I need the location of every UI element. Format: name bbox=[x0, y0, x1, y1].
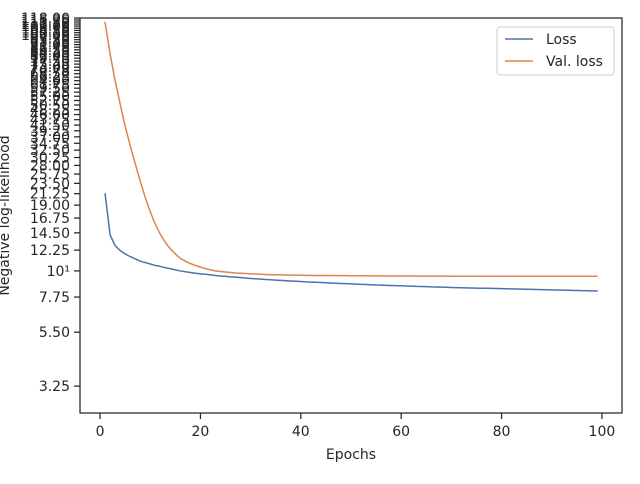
y-tick-label: 106.75 bbox=[21, 21, 70, 37]
y-tick-label: 41.50 bbox=[30, 118, 70, 134]
y-tick-label: 61.75 bbox=[30, 77, 70, 93]
y-tick-label: 12.25 bbox=[30, 243, 70, 259]
y-tick-label: 7.75 bbox=[39, 290, 70, 306]
y-tick-label: 111.25 bbox=[21, 17, 70, 33]
y-tick-label: 57.25 bbox=[30, 85, 70, 101]
y-tick-label: 82.00 bbox=[30, 48, 70, 64]
y-tick-label: 14.50 bbox=[30, 226, 70, 242]
y-tick-label: 115.75 bbox=[21, 13, 70, 29]
x-tick-label: 80 bbox=[493, 424, 511, 440]
y-tick-label: 97.75 bbox=[30, 30, 70, 46]
legend: Loss Val. loss bbox=[496, 26, 615, 76]
y-tick-label: 37.00 bbox=[30, 130, 70, 146]
y-tick-label: 68.50 bbox=[30, 67, 70, 83]
legend-label: Val. loss bbox=[546, 54, 603, 70]
y-tick-label: 50.50 bbox=[30, 98, 70, 114]
y-tick-label: 100.00 bbox=[21, 28, 70, 44]
x-tick-label: 20 bbox=[192, 424, 210, 440]
series-line-2 bbox=[104, 21, 598, 277]
y-tick-label: 104.50 bbox=[21, 23, 70, 39]
legend-label: Loss bbox=[546, 32, 577, 48]
y-tick-label: 102.25 bbox=[21, 26, 70, 42]
y-tick-label: 86.50 bbox=[30, 43, 70, 59]
y-tick-label: 93.25 bbox=[30, 35, 70, 51]
y-tick-label: 48.25 bbox=[30, 103, 70, 119]
y-tick-label: 34.75 bbox=[30, 136, 70, 152]
y-tick-label: 43.75 bbox=[30, 113, 70, 129]
y-tick-label: 66.25 bbox=[30, 70, 70, 86]
series-line-1 bbox=[104, 193, 598, 292]
y-tick-label: 10¹ bbox=[47, 264, 70, 280]
y-tick-label: 55.00 bbox=[30, 89, 70, 105]
y-tick-label: 73.00 bbox=[30, 60, 70, 76]
y-tick-label: 25.75 bbox=[30, 167, 70, 183]
y-tick-label: 64.00 bbox=[30, 74, 70, 90]
x-tick-label: 60 bbox=[392, 424, 410, 440]
plot-layer bbox=[104, 21, 598, 292]
y-tick-label: 16.75 bbox=[30, 211, 70, 227]
y-tick-label: 88.75 bbox=[30, 40, 70, 56]
y-tick-label: 109.00 bbox=[21, 19, 70, 35]
axes-layer: 0 20 40 60 80 100 3.25 5.50 7.75 10¹ 12.2514.5016.… bbox=[21, 11, 623, 440]
y-tick-label: 77.50 bbox=[30, 54, 70, 70]
x-tick-label: 0 bbox=[96, 424, 105, 440]
y-axis-label: Negative log-likelihood bbox=[0, 135, 13, 295]
y-tick-label: 91.00 bbox=[30, 38, 70, 54]
x-tick-label: 40 bbox=[292, 424, 310, 440]
y-tick-label: 79.75 bbox=[30, 51, 70, 67]
y-tick-label: 23.50 bbox=[30, 176, 70, 192]
y-tick-label: 32.50 bbox=[30, 143, 70, 159]
y-tick-label: 84.25 bbox=[30, 46, 70, 62]
x-tick-label: 100 bbox=[589, 424, 616, 440]
y-tick-label: 39.25 bbox=[30, 124, 70, 140]
y-tick-label: 113.50 bbox=[21, 15, 70, 31]
y-tick-label: 5.50 bbox=[39, 325, 70, 341]
y-tick-label: 46.00 bbox=[30, 108, 70, 124]
y-tick-label: 70.75 bbox=[30, 63, 70, 79]
y-tick-label: 118.00 bbox=[21, 11, 70, 27]
y-tick-label: 59.50 bbox=[30, 81, 70, 97]
y-tick-label: 28.00 bbox=[30, 158, 70, 174]
y-tick-label: 3.25 bbox=[39, 379, 70, 395]
y-tick-label: 95.50 bbox=[30, 33, 70, 49]
y-tick-label: 19.00 bbox=[30, 198, 70, 214]
y-tick-label: 75.25 bbox=[30, 57, 70, 73]
y-tick-label: 21.25 bbox=[30, 187, 70, 203]
plot-frame bbox=[79, 17, 623, 414]
y-tick-label: 52.75 bbox=[30, 94, 70, 110]
y-tick-label: 30.25 bbox=[30, 150, 70, 166]
x-axis-label: Epochs bbox=[326, 447, 376, 463]
